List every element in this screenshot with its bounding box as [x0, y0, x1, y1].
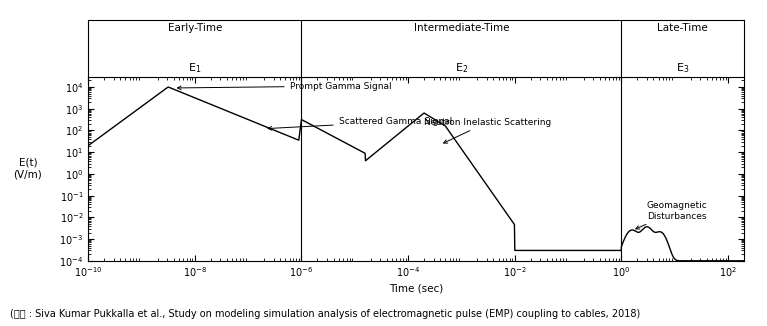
Text: Neutron Inelastic Scattering: Neutron Inelastic Scattering: [424, 118, 551, 143]
X-axis label: Time (sec): Time (sec): [389, 284, 443, 294]
Text: Late-Time: Late-Time: [657, 23, 708, 33]
Y-axis label: E(t)
(V/m): E(t) (V/m): [14, 158, 42, 180]
Text: E$_1$: E$_1$: [188, 61, 202, 75]
Text: Scattered Gamma Signal: Scattered Gamma Signal: [268, 117, 452, 130]
Text: E$_2$: E$_2$: [455, 61, 468, 75]
Text: Intermediate-Time: Intermediate-Time: [413, 23, 509, 33]
Text: E$_3$: E$_3$: [676, 61, 690, 75]
Text: Geomagnetic
Disturbances: Geomagnetic Disturbances: [636, 201, 707, 229]
Text: (출첸 : Siva Kumar Pukkalla et al., Study on modeling simulation analysis of elect: (출첸 : Siva Kumar Pukkalla et al., Study …: [10, 309, 640, 319]
Text: Prompt Gamma Signal: Prompt Gamma Signal: [177, 82, 391, 91]
Text: Early-Time: Early-Time: [168, 23, 222, 33]
